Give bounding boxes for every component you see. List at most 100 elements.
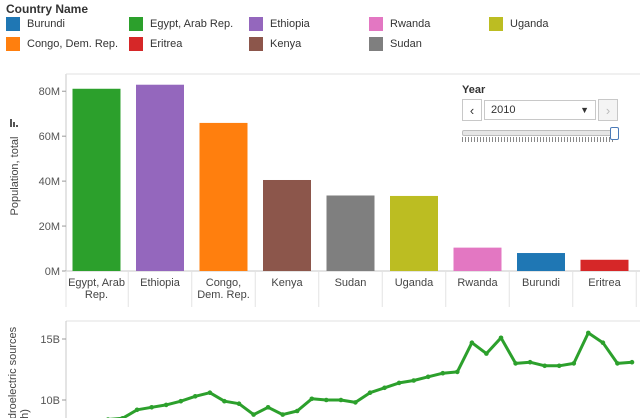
year-dropdown[interactable]: 2010 ▼ (484, 100, 596, 120)
x-tick-label: Kenya (271, 277, 303, 289)
legend-label: Kenya (270, 38, 302, 50)
data-point (396, 380, 402, 386)
data-point (222, 398, 227, 404)
legend-swatch (129, 17, 143, 31)
legend-label: Egypt, Arab Rep. (150, 18, 234, 30)
data-point (455, 369, 460, 375)
year-slider-thumb[interactable] (610, 127, 619, 140)
y-axis-label: Population, total (9, 137, 21, 216)
year-filter-title: Year (462, 84, 486, 96)
prev-year-button[interactable]: ‹ (462, 99, 482, 121)
legend-label: Ethiopia (270, 18, 310, 30)
bar (453, 247, 502, 271)
y-axis-label: droelectric sources (7, 326, 19, 418)
data-point (440, 370, 446, 376)
legend-item[interactable]: Sudan (369, 37, 422, 51)
data-point (309, 396, 315, 402)
data-point (615, 361, 620, 366)
data-point (178, 398, 184, 404)
legend-item[interactable]: Egypt, Arab Rep. (129, 17, 233, 31)
data-point (513, 361, 518, 366)
year-slider[interactable] (462, 127, 619, 142)
data-point (338, 397, 344, 403)
y-tick-label: 40M (39, 176, 60, 188)
bar (72, 88, 121, 272)
next-year-button[interactable]: › (598, 99, 618, 121)
bar (136, 84, 184, 271)
legend-swatch (249, 37, 263, 51)
legend-label: Eritrea (150, 38, 183, 50)
legend-item[interactable]: Kenya (249, 37, 301, 51)
data-point (294, 408, 300, 414)
data-point (251, 412, 256, 417)
bar-chart-icon-bar (13, 122, 15, 127)
y-tick-label: 0M (45, 266, 60, 278)
legend-swatch (369, 17, 383, 31)
legend-swatch (6, 37, 20, 51)
data-point (280, 412, 286, 417)
bar-chart-icon-bar (16, 125, 18, 127)
bar (263, 179, 311, 271)
x-tick-label: Dem. Rep. (197, 289, 250, 301)
legend-item[interactable]: Rwanda (369, 17, 430, 31)
data-point (571, 361, 577, 366)
x-tick-label: Ethiopia (140, 277, 181, 289)
legend-label: Sudan (390, 38, 422, 50)
data-point (367, 390, 373, 395)
legend-label: Congo, Dem. Rep. (27, 38, 119, 50)
legend-swatch (489, 17, 503, 31)
x-tick-label: Congo, (206, 277, 241, 289)
data-point (629, 359, 635, 365)
y-tick-label: 60M (39, 131, 60, 143)
data-point (425, 374, 431, 380)
chevron-down-icon: ▼ (580, 105, 589, 115)
legend-label: Uganda (510, 18, 549, 30)
data-point (163, 402, 169, 408)
data-point (586, 330, 591, 336)
legend-title: Country Name (6, 2, 89, 16)
legend-swatch (129, 37, 143, 51)
series-line (107, 331, 633, 418)
line-chart: 10B 15B droelectric sources h) (7, 320, 640, 418)
y-tick-label: 20M (39, 221, 60, 233)
y-tick-label: 10B (40, 395, 60, 407)
x-tick-label: Rwanda (457, 277, 498, 289)
bar (580, 259, 629, 271)
legend-item[interactable]: Ethiopia (249, 17, 310, 31)
data-point (353, 400, 358, 405)
data-point (411, 378, 417, 383)
year-dropdown-value: 2010 (491, 104, 516, 116)
legend-item[interactable]: Congo, Dem. Rep. (6, 37, 118, 51)
y-tick-label: 15B (40, 334, 60, 346)
y-axis-label: h) (19, 409, 31, 418)
x-tick-label: Burundi (522, 277, 560, 289)
legend-swatch (369, 37, 383, 51)
legend-item[interactable]: Burundi (6, 17, 65, 31)
year-slider-track[interactable] (462, 130, 617, 136)
data-point (600, 340, 606, 345)
data-point (324, 397, 329, 403)
data-point (207, 390, 213, 395)
data-point (382, 385, 387, 391)
data-point (236, 401, 242, 406)
legend-label: Rwanda (390, 18, 431, 30)
data-point (149, 405, 154, 410)
bar (326, 195, 375, 271)
year-filter: Year ‹ 2010 ▼ › (462, 84, 622, 142)
x-tick-label: Eritrea (588, 277, 621, 289)
x-tick-label: Egypt, Arab (68, 277, 125, 289)
data-point (134, 407, 140, 413)
y-tick-label: 80M (39, 86, 60, 98)
year-slider-ticks (462, 137, 615, 142)
legend-item[interactable]: Eritrea (129, 37, 182, 51)
bar (199, 122, 248, 271)
data-point (556, 363, 562, 369)
bar-chart-icon-bar (10, 119, 12, 127)
x-tick-label: Sudan (335, 277, 367, 289)
legend-item[interactable]: Uganda (489, 17, 549, 31)
data-point (193, 394, 198, 399)
bar (390, 195, 438, 271)
data-point (527, 359, 533, 365)
x-tick-label: Uganda (395, 277, 434, 289)
data-point (469, 340, 475, 345)
